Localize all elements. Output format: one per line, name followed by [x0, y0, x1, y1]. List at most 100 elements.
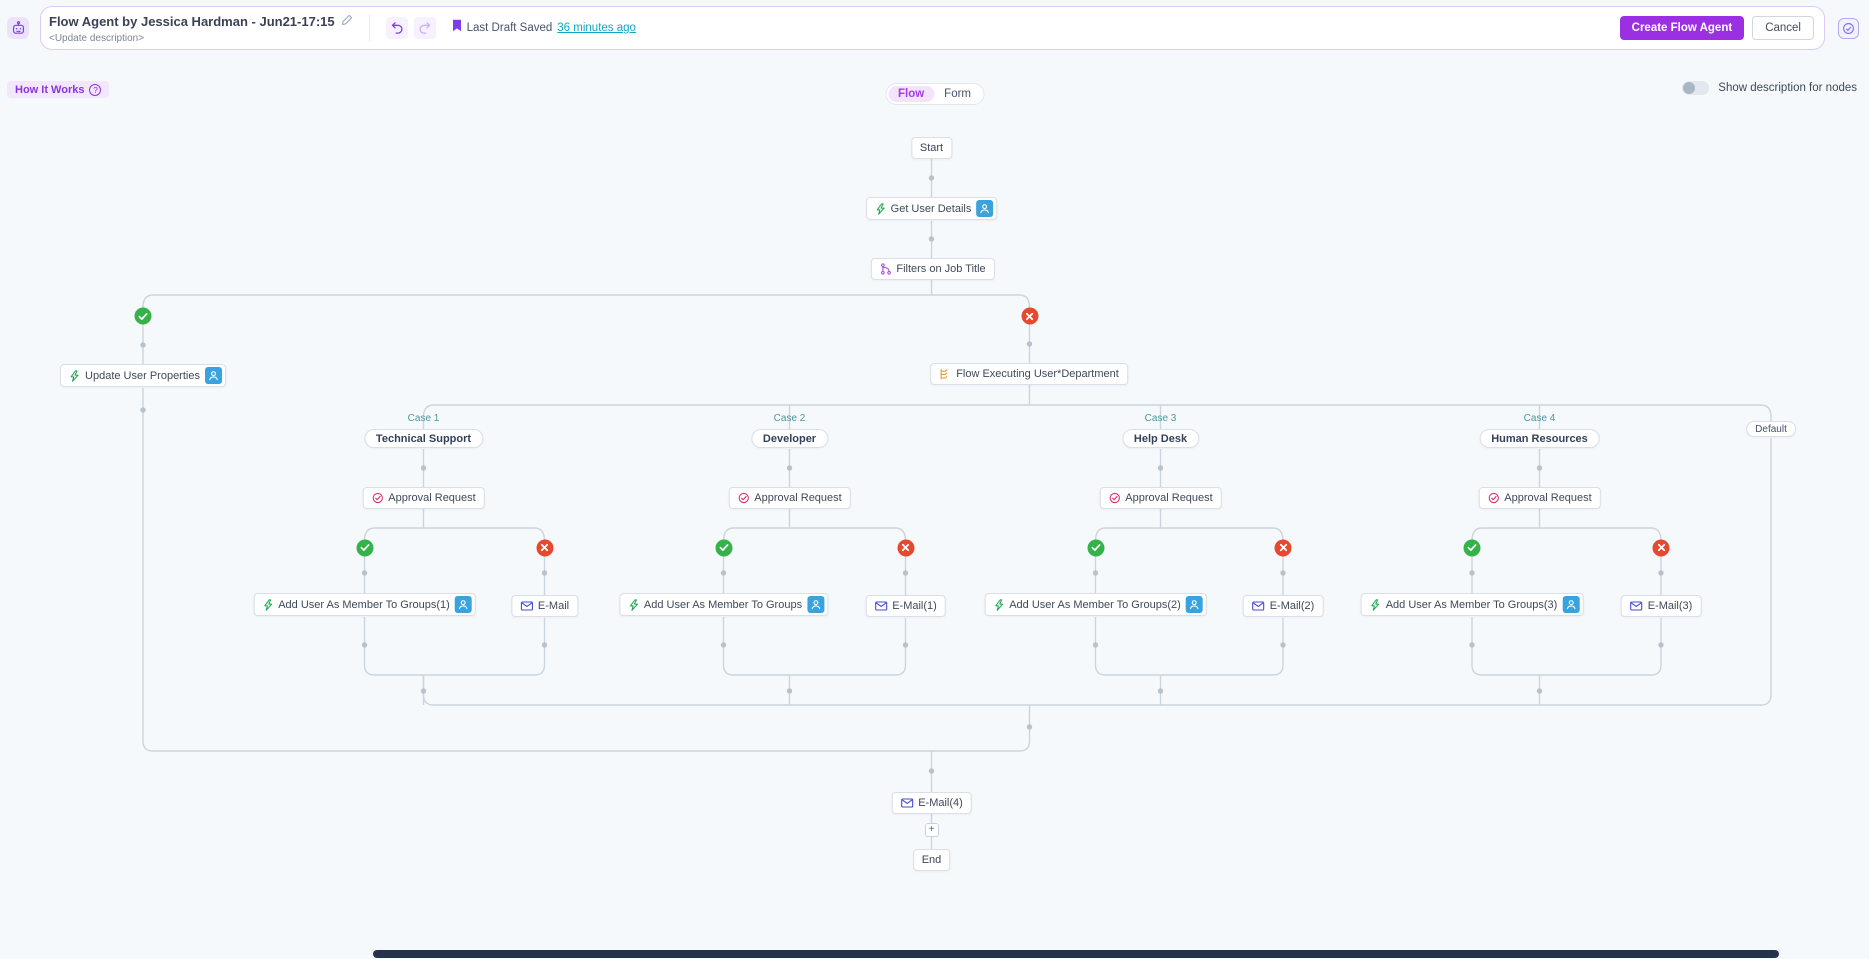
person-badge-icon [807, 596, 825, 613]
node-case-human-resources[interactable]: Human Resources [1479, 429, 1600, 448]
show-description-control: Show description for nodes [1682, 81, 1857, 95]
node-get-user-details[interactable]: Get User Details [865, 197, 998, 220]
node-case-technical-support[interactable]: Technical Support [363, 429, 484, 448]
last-draft-time-link[interactable]: 36 minutes ago [557, 22, 636, 34]
page-title: Flow Agent by Jessica Hardman - Jun21-17… [49, 13, 335, 29]
lightning-icon [993, 598, 1004, 611]
node-approval-request-1[interactable]: Approval Request [362, 487, 485, 509]
node-label: Technical Support [375, 432, 472, 445]
node-add-user-groups-2[interactable]: Add User As Member To Groups [618, 593, 829, 616]
node-label: Approval Request [754, 492, 842, 504]
approval-check-icon [1108, 492, 1120, 504]
approval-check-icon [1487, 492, 1499, 504]
node-label: E-Mail(1) [892, 600, 937, 612]
mail-icon [900, 798, 913, 808]
lightning-icon [1370, 598, 1381, 611]
approved-branch-icon [1087, 539, 1104, 556]
show-description-toggle[interactable] [1682, 81, 1710, 95]
tab-flow[interactable]: Flow [887, 86, 935, 102]
node-end[interactable]: End [912, 849, 951, 871]
person-badge-icon [204, 367, 222, 384]
node-label: Help Desk [1133, 432, 1188, 445]
node-label: Add User As Member To Groups(1) [278, 598, 450, 611]
create-flow-agent-button[interactable]: Create Flow Agent [1619, 16, 1745, 40]
node-label: Start [919, 142, 944, 154]
rejected-branch-icon [897, 539, 914, 556]
update-description-placeholder[interactable]: <Update description> [49, 33, 145, 44]
lightning-icon [628, 598, 639, 611]
approved-branch-icon [1463, 539, 1481, 556]
node-email-2[interactable]: E-Mail(1) [865, 595, 946, 617]
mail-icon [520, 601, 533, 611]
person-badge-icon [976, 200, 994, 217]
edit-pencil-icon[interactable] [341, 12, 353, 30]
node-label: Approval Request [1504, 492, 1592, 504]
approved-branch-icon [356, 539, 373, 556]
cancel-button[interactable]: Cancel [1752, 16, 1814, 40]
node-label: Developer [762, 432, 817, 445]
node-email-4[interactable]: E-Mail(3) [1620, 595, 1702, 617]
node-add-user-groups-4[interactable]: Add User As Member To Groups(3) [1360, 593, 1584, 616]
tab-form[interactable]: Form [944, 88, 972, 100]
node-label: Approval Request [1125, 492, 1213, 504]
bookmark-icon [452, 19, 462, 37]
node-email-3[interactable]: E-Mail(2) [1242, 595, 1324, 617]
node-label: Approval Request [388, 492, 476, 504]
branch-filter-icon [879, 263, 891, 275]
node-approval-request-3[interactable]: Approval Request [1099, 487, 1222, 509]
divider [368, 15, 370, 41]
node-label: Add User As Member To Groups(3) [1385, 598, 1558, 611]
how-it-works-button[interactable]: How It Works ? [7, 81, 110, 98]
assistant-icon[interactable] [1838, 18, 1859, 39]
node-approval-request-4[interactable]: Approval Request [1478, 487, 1601, 509]
node-label: End [921, 854, 942, 866]
rejected-branch-icon [1652, 539, 1670, 556]
lightning-icon [875, 202, 886, 215]
node-default-case[interactable]: Default [1746, 421, 1796, 437]
node-case-developer[interactable]: Developer [750, 429, 829, 448]
person-badge-icon [454, 596, 472, 613]
node-add-user-groups-1[interactable]: Add User As Member To Groups(1) [253, 593, 476, 616]
last-draft-saved-label: Last Draft Saved [466, 22, 553, 34]
node-filters-on-job-title[interactable]: Filters on Job Title [870, 258, 995, 280]
redo-icon[interactable] [413, 17, 436, 39]
rejected-branch-icon [1021, 307, 1038, 325]
node-email-1[interactable]: E-Mail [510, 595, 579, 617]
toggle-knob [1683, 82, 1696, 94]
node-case-help-desk[interactable]: Help Desk [1121, 429, 1200, 448]
node-approval-request-2[interactable]: Approval Request [728, 487, 851, 509]
person-badge-icon [1562, 596, 1580, 613]
node-label: E-Mail(3) [1647, 600, 1693, 612]
approved-branch-icon [134, 307, 152, 325]
show-description-label: Show description for nodes [1718, 82, 1857, 94]
undo-icon[interactable] [385, 17, 408, 39]
node-start[interactable]: Start [910, 137, 953, 159]
node-label: E-Mail(4) [918, 797, 963, 809]
case-label-2: Case 2 [773, 413, 806, 424]
robot-icon [7, 17, 29, 39]
node-email-5[interactable]: E-Mail(4) [891, 792, 972, 814]
add-node-button[interactable]: + [924, 823, 939, 837]
node-label: Default [1755, 423, 1787, 435]
mail-icon [1252, 601, 1265, 611]
node-label: Add User As Member To Groups [643, 598, 803, 611]
horizontal-scrollbar-thumb[interactable] [373, 950, 1779, 958]
help-question-icon: ? [89, 83, 102, 96]
case-label-3: Case 3 [1144, 413, 1177, 424]
node-label: Update User Properties [85, 369, 200, 382]
approved-branch-icon [715, 539, 732, 556]
header-bar: Flow Agent by Jessica Hardman - Jun21-17… [40, 6, 1825, 50]
node-flow-executing-user-department[interactable]: Flow Executing User*Department [930, 363, 1128, 385]
node-label: Human Resources [1491, 432, 1588, 445]
switch-case-icon [939, 368, 951, 380]
node-add-user-groups-3[interactable]: Add User As Member To Groups(2) [984, 593, 1207, 616]
node-label: E-Mail [537, 600, 570, 612]
approval-check-icon [737, 492, 749, 504]
approval-check-icon [371, 492, 383, 504]
node-label: Add User As Member To Groups(2) [1009, 598, 1181, 611]
node-update-user-properties[interactable]: Update User Properties [60, 364, 226, 387]
person-badge-icon [1185, 596, 1203, 613]
rejected-branch-icon [536, 539, 553, 556]
